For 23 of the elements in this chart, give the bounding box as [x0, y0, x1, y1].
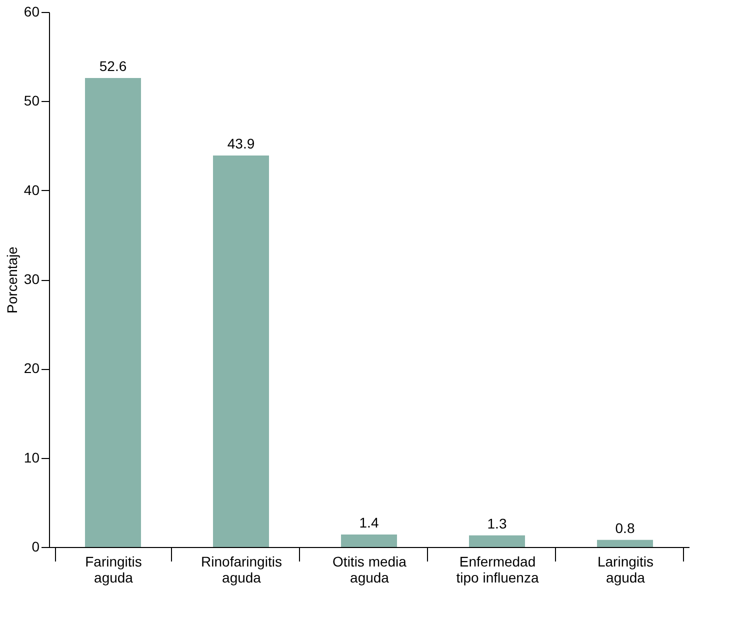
- x-tick-label: Faringitis aguda: [85, 554, 142, 586]
- x-tick-label: Rinofaringitis aguda: [201, 554, 282, 586]
- bar: [213, 156, 269, 547]
- y-tick-label: 50: [24, 92, 40, 109]
- x-tick-label: Laringitis aguda: [597, 554, 654, 586]
- x-tick-label: Otitis media aguda: [332, 554, 407, 586]
- data-label: 0.8: [615, 520, 635, 536]
- y-tick-label: 60: [24, 4, 40, 20]
- bar: [85, 78, 141, 547]
- bar: [341, 534, 397, 547]
- bar: [597, 540, 653, 547]
- data-label: 1.4: [359, 514, 379, 531]
- y-tick-label: 0: [32, 538, 40, 554]
- data-label: 52.6: [99, 58, 127, 74]
- y-tick-label: 30: [24, 271, 40, 287]
- bar: [469, 535, 525, 547]
- y-tick-label: 20: [24, 360, 40, 376]
- data-label: 1.3: [487, 515, 507, 532]
- y-tick-label: 10: [24, 449, 40, 466]
- x-tick-label: Enfermedad tipo influenza: [456, 554, 539, 586]
- y-axis-title: Porcentaje: [4, 246, 20, 314]
- y-tick-label: 40: [24, 182, 40, 198]
- data-label: 43.9: [227, 136, 255, 152]
